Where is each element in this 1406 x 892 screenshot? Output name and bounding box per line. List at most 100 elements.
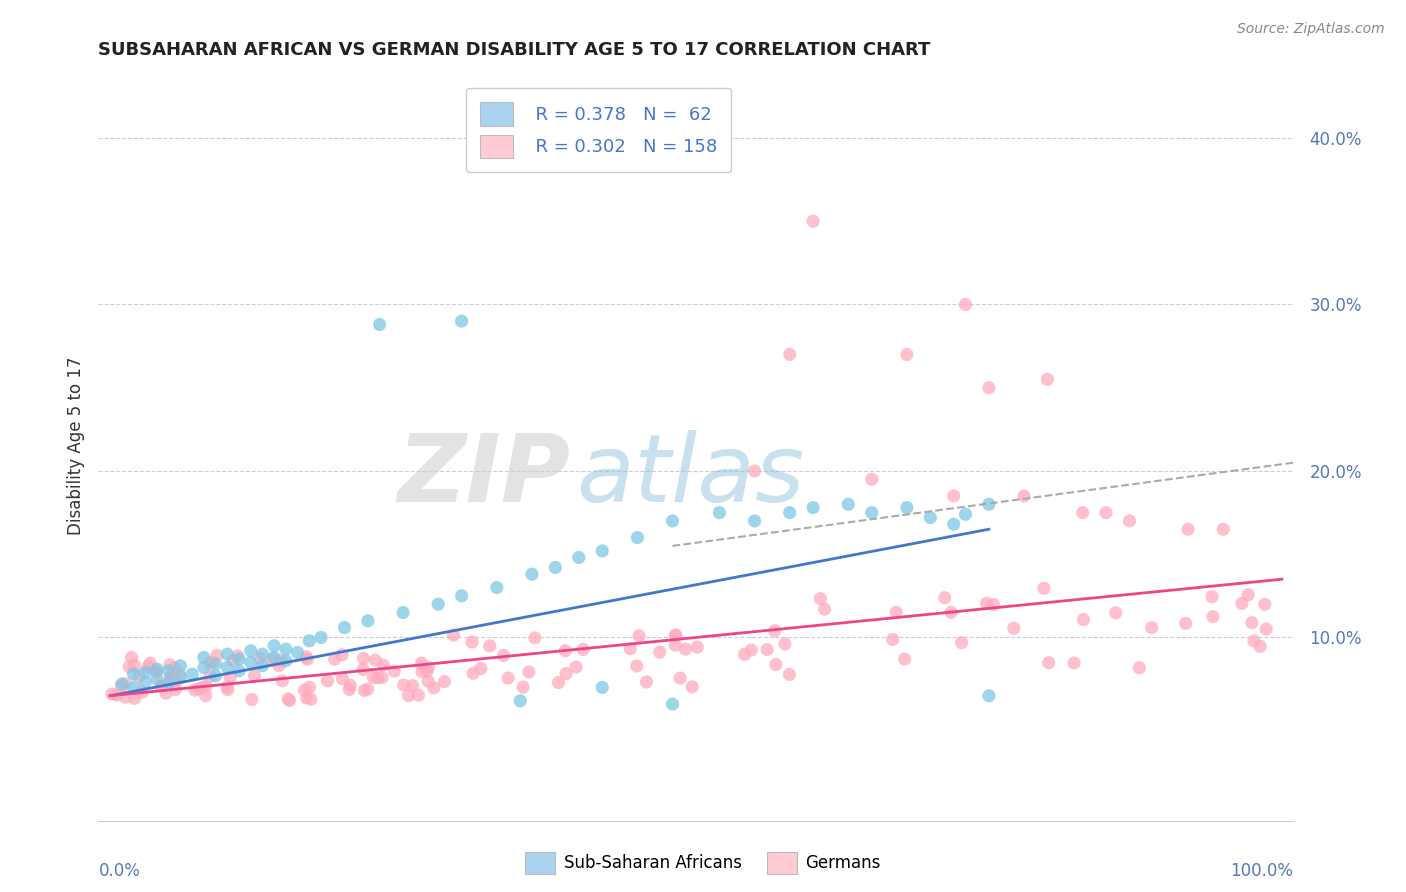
Text: 0.0%: 0.0% bbox=[98, 862, 141, 880]
Point bbox=[461, 666, 484, 681]
Point bbox=[139, 656, 162, 670]
Point bbox=[977, 381, 1000, 395]
Text: 100.0%: 100.0% bbox=[1230, 862, 1294, 880]
Point bbox=[181, 667, 204, 681]
Point bbox=[884, 605, 907, 619]
Point bbox=[568, 550, 591, 565]
Point bbox=[122, 681, 145, 695]
Point bbox=[1254, 597, 1277, 611]
Point bbox=[983, 598, 1005, 612]
Point bbox=[323, 652, 346, 666]
Point bbox=[765, 657, 787, 672]
Point bbox=[1174, 616, 1197, 631]
Point bbox=[217, 647, 239, 661]
Point bbox=[274, 654, 297, 668]
Point bbox=[619, 641, 641, 656]
Point bbox=[131, 685, 153, 699]
Point bbox=[339, 678, 361, 692]
Point bbox=[188, 681, 211, 696]
Point bbox=[274, 642, 297, 657]
Point bbox=[808, 591, 831, 606]
Point bbox=[205, 648, 228, 663]
Text: SUBSAHARAN AFRICAN VS GERMAN DISABILITY AGE 5 TO 17 CORRELATION CHART: SUBSAHARAN AFRICAN VS GERMAN DISABILITY … bbox=[98, 41, 931, 59]
Legend:   R = 0.378   N =  62,   R = 0.302   N = 158: R = 0.378 N = 62, R = 0.302 N = 158 bbox=[465, 88, 731, 172]
Point bbox=[450, 589, 472, 603]
Point bbox=[1240, 615, 1263, 630]
Point bbox=[333, 620, 356, 634]
Point bbox=[398, 689, 420, 703]
Point bbox=[669, 671, 692, 685]
Point bbox=[165, 674, 187, 689]
Point bbox=[1038, 656, 1060, 670]
Point bbox=[744, 514, 766, 528]
Point bbox=[332, 672, 354, 686]
Point bbox=[368, 318, 391, 332]
Point bbox=[111, 677, 134, 691]
Point bbox=[294, 683, 316, 698]
Point bbox=[392, 678, 415, 692]
Point bbox=[239, 644, 262, 658]
Point bbox=[169, 658, 191, 673]
Point bbox=[145, 664, 167, 678]
Point bbox=[1202, 609, 1225, 624]
Point bbox=[309, 631, 332, 645]
Point bbox=[509, 694, 531, 708]
Point bbox=[628, 629, 651, 643]
Y-axis label: Disability Age 5 to 17: Disability Age 5 to 17 bbox=[66, 357, 84, 535]
Point bbox=[392, 606, 415, 620]
Point bbox=[114, 677, 136, 691]
Point bbox=[184, 683, 207, 698]
Point bbox=[297, 652, 319, 666]
Point bbox=[411, 656, 433, 670]
Point bbox=[939, 605, 962, 619]
Point bbox=[240, 692, 263, 706]
Point bbox=[1036, 372, 1059, 386]
Point bbox=[239, 656, 262, 670]
Point bbox=[547, 675, 569, 690]
Point bbox=[263, 639, 285, 653]
Point bbox=[896, 347, 918, 361]
Point bbox=[934, 591, 956, 605]
Point bbox=[744, 464, 766, 478]
Point bbox=[217, 660, 239, 674]
Point bbox=[860, 506, 883, 520]
Point bbox=[709, 506, 731, 520]
Point bbox=[263, 650, 285, 665]
Point bbox=[367, 671, 389, 685]
Point bbox=[1128, 661, 1150, 675]
Point bbox=[591, 544, 613, 558]
Point bbox=[492, 648, 515, 663]
Point bbox=[150, 679, 173, 693]
Point bbox=[478, 639, 501, 653]
Text: ZIP: ZIP bbox=[398, 430, 571, 522]
Point bbox=[298, 633, 321, 648]
Point bbox=[681, 680, 703, 694]
Point bbox=[470, 661, 492, 675]
Point bbox=[271, 673, 294, 688]
Point bbox=[427, 597, 450, 611]
Point bbox=[661, 697, 683, 711]
Point bbox=[920, 510, 942, 524]
Point bbox=[159, 657, 181, 672]
Point bbox=[813, 602, 835, 616]
Point bbox=[134, 665, 156, 680]
Point bbox=[373, 658, 395, 673]
Point bbox=[277, 692, 299, 706]
Point bbox=[1237, 588, 1260, 602]
Point bbox=[665, 628, 688, 642]
Point bbox=[124, 658, 146, 673]
Point bbox=[157, 675, 180, 690]
Point bbox=[408, 688, 430, 702]
Point bbox=[950, 635, 973, 649]
Point bbox=[411, 665, 433, 679]
Point bbox=[401, 679, 423, 693]
Point bbox=[163, 661, 186, 675]
Point bbox=[195, 679, 218, 693]
Point bbox=[896, 500, 918, 515]
Point bbox=[740, 643, 762, 657]
Point bbox=[955, 508, 977, 522]
Point bbox=[228, 664, 250, 678]
Point bbox=[1230, 596, 1253, 610]
Point bbox=[801, 214, 824, 228]
Point bbox=[371, 671, 394, 685]
